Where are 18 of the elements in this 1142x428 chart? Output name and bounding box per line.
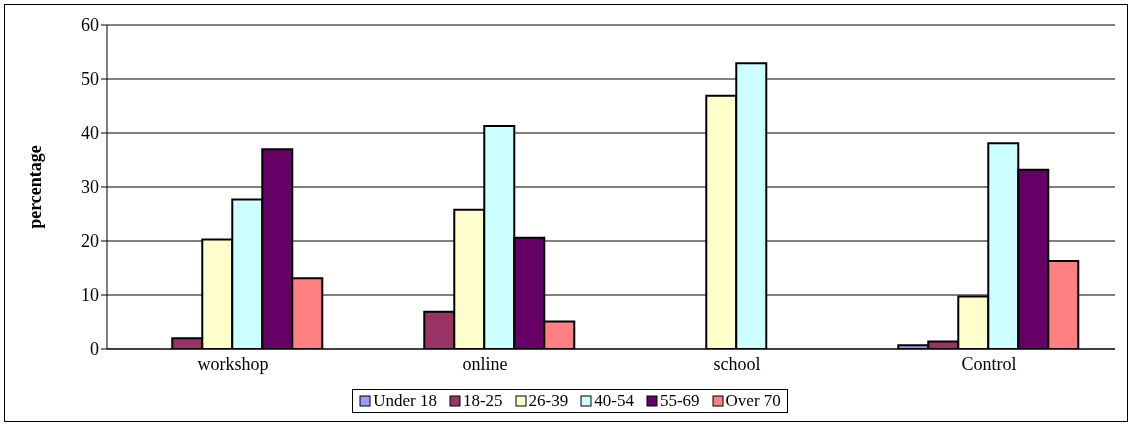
- x-tick-label: Control: [961, 353, 1017, 374]
- x-tick-label: online: [462, 353, 508, 374]
- y-tick-label: 20: [81, 231, 99, 252]
- y-tick-label: 60: [81, 15, 99, 36]
- legend-label: Under 18: [372, 391, 437, 411]
- legend-label: 55-69: [658, 391, 700, 411]
- legend-label: Over 70: [724, 391, 781, 411]
- legend-label: 26-39: [527, 391, 569, 411]
- x-tick-label: school: [713, 353, 761, 374]
- y-tick-label: 0: [90, 339, 99, 360]
- y-axis-title: percentage: [25, 145, 46, 229]
- legend-label: 18-25: [461, 391, 503, 411]
- x-tick-label: workshop: [197, 353, 269, 374]
- y-tick-label: 10: [81, 285, 99, 306]
- y-tick-label: 30: [81, 177, 99, 198]
- y-tick-label: 40: [81, 123, 99, 144]
- legend-label: 40-54: [593, 391, 634, 411]
- y-tick-label: 50: [81, 69, 99, 90]
